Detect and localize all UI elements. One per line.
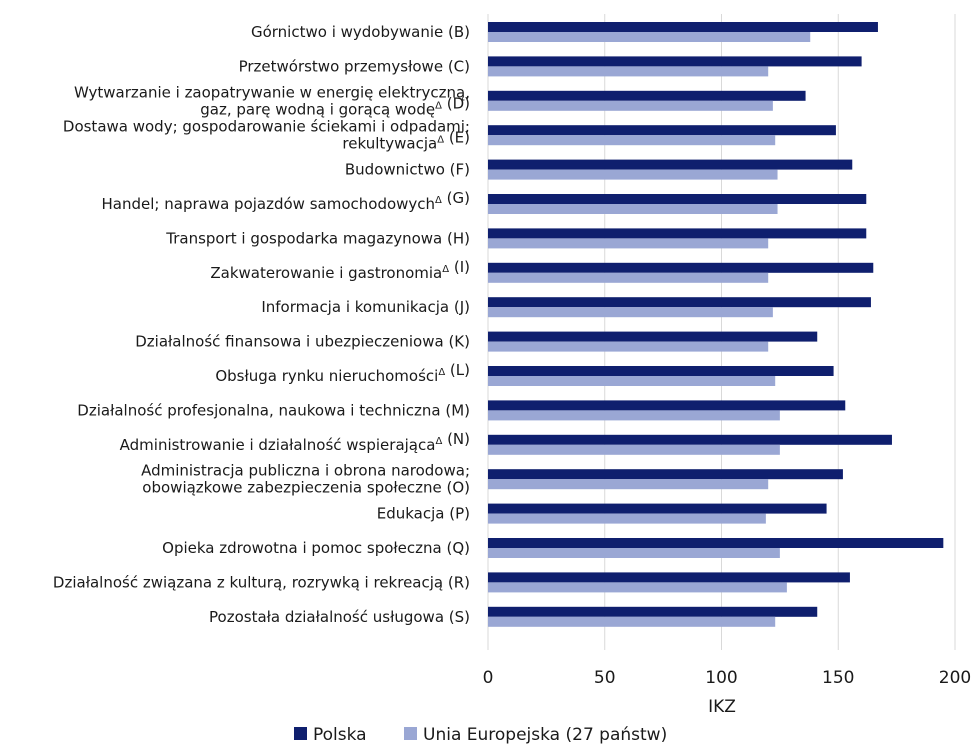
legend-swatch-1	[404, 727, 417, 740]
category-label: Zakwaterowanie i gastronomiaΔ (I)	[210, 258, 470, 282]
category-label: Transport i gospodarka magazynowa (H)	[165, 229, 470, 247]
bar-polska	[488, 400, 846, 411]
bar-ue27	[488, 135, 776, 146]
category-label: Przetwórstwo przemysłowe (C)	[239, 57, 470, 75]
bar-polska	[488, 366, 834, 376]
x-tick-label: 150	[822, 668, 854, 688]
category-label: Działalność finansowa i ubezpieczeniowa …	[135, 333, 470, 351]
category-label: Obsługa rynku nieruchomościΔ (L)	[215, 361, 470, 385]
bar-polska	[488, 606, 818, 617]
bar-ue27	[488, 410, 780, 421]
bar-polska	[488, 22, 878, 32]
legend-label-1: Unia Europejska (27 państw)	[423, 725, 667, 745]
category-label: Opieka zdrowotna i pomoc społeczna (Q)	[162, 539, 470, 557]
bar-ue27	[488, 548, 780, 558]
bar-ue27	[488, 376, 776, 386]
bar-polska	[488, 125, 836, 136]
bar-ue27	[488, 616, 776, 627]
x-tick-label: 50	[594, 668, 616, 688]
legend: Polska Unia Europejska (27 państw)	[294, 725, 667, 745]
category-label: Wytwarzanie i zaopatrywanie w energię el…	[74, 83, 470, 101]
bar-polska	[488, 538, 944, 548]
category-label: obowiązkowe zabezpieczenia społeczne (O)	[142, 479, 470, 497]
bar-polska	[488, 90, 806, 101]
bar-polska	[488, 159, 853, 170]
bar-polska	[488, 469, 843, 480]
category-label: Pozostała działalność usługowa (S)	[209, 608, 470, 626]
bar-polska	[488, 434, 892, 445]
category-label: Administrowanie i działalność wspierając…	[120, 430, 470, 454]
x-tick-label: 200	[939, 668, 971, 688]
bar-ue27	[488, 32, 811, 42]
bar-ue27	[488, 169, 778, 180]
legend-swatch-0	[294, 727, 307, 740]
x-tick-label: 100	[705, 668, 737, 688]
x-tick-label: 0	[483, 668, 494, 688]
bar-ue27	[488, 341, 769, 352]
category-label: Informacja i komunikacja (J)	[261, 298, 470, 316]
bar-ue27	[488, 479, 769, 490]
category-label: Działalność związana z kulturą, rozrywką…	[53, 573, 470, 591]
bar-polska	[488, 228, 867, 239]
legend-label-0: Polska	[313, 725, 367, 745]
bar-ue27	[488, 100, 773, 111]
category-labels: Górnictwo i wydobywanie (B) Przetwórstwo …	[53, 23, 470, 626]
bar-ue27	[488, 582, 787, 593]
bar-polska	[488, 262, 874, 273]
category-label: Budownictwo (F)	[345, 161, 470, 179]
bar-polska	[488, 572, 850, 583]
category-label: Edukacja (P)	[377, 505, 470, 523]
category-label: rekultywacjaΔ (E)	[342, 129, 470, 153]
bar-ue27	[488, 513, 766, 524]
category-label: Działalność profesjonalna, naukowa i tec…	[77, 401, 470, 419]
bar-polska	[488, 297, 871, 308]
bar-polska	[488, 56, 862, 67]
bar-ue27	[488, 204, 778, 214]
x-tick-labels: 0 50 100 150 200	[483, 668, 972, 688]
category-label: Handel; naprawa pojazdów samochodowychΔ …	[102, 189, 470, 213]
bar-ue27	[488, 66, 769, 77]
bars	[488, 22, 944, 627]
bar-ue27	[488, 272, 769, 283]
category-label: Górnictwo i wydobywanie (B)	[251, 23, 470, 41]
category-label: Administracja publiczna i obrona narodow…	[141, 462, 470, 480]
bar-ue27	[488, 444, 780, 455]
category-label: gaz, parę wodną i gorącą wodęΔ (D)	[200, 94, 470, 118]
category-label: Dostawa wody; gospodarowanie ściekami i …	[63, 118, 470, 136]
bar-polska	[488, 503, 827, 514]
bar-polska	[488, 194, 867, 204]
x-axis-title: IKZ	[708, 697, 736, 717]
bar-polska	[488, 331, 818, 342]
bar-ue27	[488, 307, 773, 318]
bar-ue27	[488, 238, 769, 249]
